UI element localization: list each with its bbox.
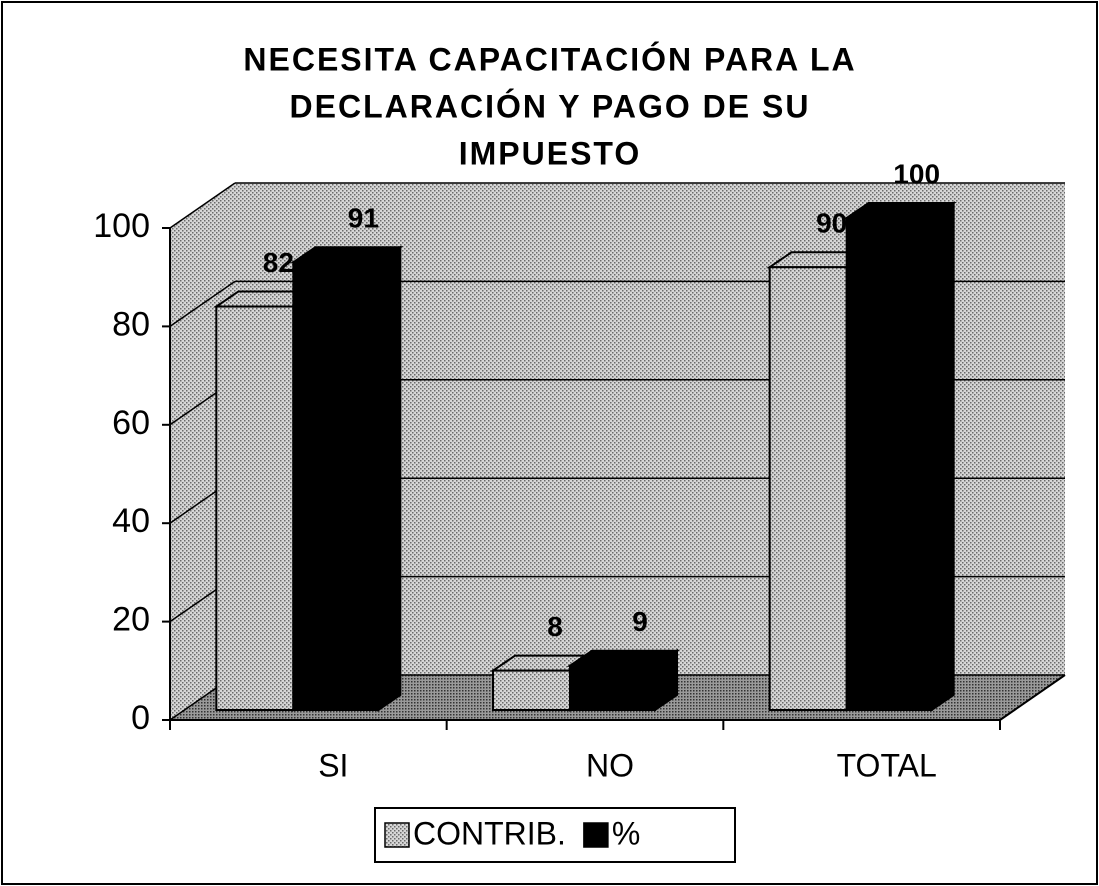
chart-title: NECESITA CAPACITACIÓN PARA LA <box>243 41 856 77</box>
bar-front <box>569 664 656 711</box>
legend-label: % <box>612 815 640 851</box>
bar-front <box>768 266 848 711</box>
y-tick-label: 60 <box>112 404 150 442</box>
value-label: 90 <box>816 208 847 239</box>
legend-swatch <box>583 822 609 848</box>
x-tick-label: TOTAL <box>837 747 937 783</box>
grid-line-side <box>169 280 236 328</box>
value-label: 9 <box>632 606 648 637</box>
chart-title: DECLARACIÓN Y PAGO DE SU <box>290 88 811 124</box>
value-label: 100 <box>893 158 940 189</box>
floor-edge <box>999 674 1066 721</box>
y-tick-label: 0 <box>131 699 150 737</box>
bar-side <box>377 245 402 712</box>
x-tick-label: NO <box>586 747 634 783</box>
bar <box>566 648 681 712</box>
legend-box <box>374 807 736 863</box>
bar-front <box>292 261 380 711</box>
bar-side <box>930 201 955 712</box>
value-label: 8 <box>547 611 563 642</box>
y-tick-label: 80 <box>112 305 150 343</box>
y-tick-label: 100 <box>93 207 150 245</box>
bar-front <box>215 305 295 711</box>
legend-label: CONTRIB. <box>413 815 566 851</box>
bar <box>290 245 404 712</box>
grid-line-side <box>169 182 236 229</box>
bar-front <box>492 669 571 712</box>
chart-title: IMPUESTO <box>459 135 642 171</box>
y-tick-label: 20 <box>112 601 150 639</box>
legend-swatch <box>384 822 410 848</box>
bar <box>843 201 957 712</box>
y-tick-label: 40 <box>112 502 150 540</box>
value-label: 82 <box>263 247 294 278</box>
x-tick-label: SI <box>318 747 348 783</box>
value-label: 91 <box>348 203 379 234</box>
bar-front <box>845 217 933 711</box>
